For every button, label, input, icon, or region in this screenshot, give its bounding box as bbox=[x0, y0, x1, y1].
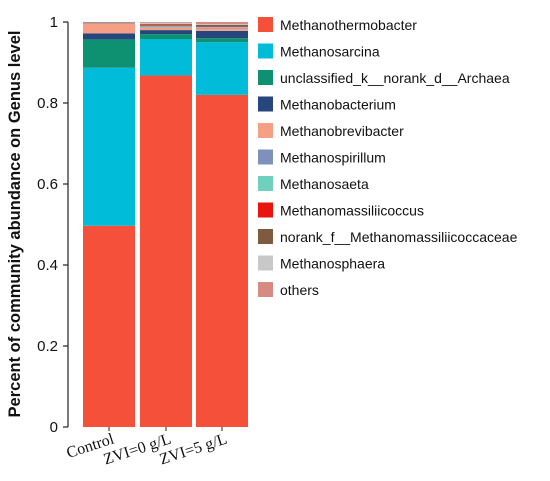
legend-swatch bbox=[258, 255, 273, 271]
bar-segment bbox=[196, 24, 248, 25]
bar-segment bbox=[196, 24, 248, 27]
legend-label: Methanobacterium bbox=[280, 97, 396, 113]
legend-swatch bbox=[258, 70, 273, 85]
legend-swatch bbox=[258, 149, 273, 165]
y-axis-label: Percent of community abundance on Genus … bbox=[6, 31, 24, 418]
legend: Methanothermobacter Methanosarcina unclass… bbox=[258, 17, 518, 298]
bar-segment bbox=[196, 22, 248, 25]
legend-label: Methanobrevibacter bbox=[280, 123, 404, 139]
y-tick-label: 0.8 bbox=[37, 95, 58, 112]
legend-label: unclassified_k__norank_d__Archaea bbox=[280, 70, 510, 86]
y-tick-label: 0 bbox=[50, 419, 58, 436]
legend-label: Methanosaeta bbox=[280, 176, 369, 192]
bar-segment bbox=[140, 27, 192, 31]
bar-segment bbox=[196, 28, 248, 31]
y-tick-label: 1 bbox=[50, 14, 58, 31]
legend-label: others bbox=[280, 282, 319, 298]
legend-swatch bbox=[258, 176, 273, 191]
bar-segment bbox=[196, 42, 248, 95]
bar-segment bbox=[196, 30, 248, 39]
bar-segment bbox=[196, 26, 248, 28]
bar-segment bbox=[140, 30, 192, 35]
legend-swatch bbox=[258, 282, 273, 297]
bar-segment bbox=[83, 33, 135, 40]
bar-segment bbox=[196, 26, 248, 27]
bar-segment bbox=[83, 225, 135, 427]
legend-swatch bbox=[258, 229, 273, 244]
bar-segment bbox=[140, 34, 192, 40]
bar-segment bbox=[196, 94, 248, 428]
bar-segment bbox=[83, 39, 135, 68]
legend-label: Methanospirillum bbox=[280, 150, 386, 166]
bar-segment bbox=[140, 25, 192, 27]
bar-segment bbox=[140, 24, 192, 26]
legend-swatch bbox=[258, 96, 273, 112]
y-tick-label: 0.4 bbox=[37, 257, 58, 274]
bar-segment bbox=[83, 24, 135, 34]
legend-label: Methanothermobacter bbox=[280, 17, 417, 33]
bar-segment bbox=[196, 27, 248, 29]
y-tick-label: 0.2 bbox=[37, 338, 58, 355]
legend-label: norank_f__Methanomassiliicoccaceae bbox=[280, 229, 518, 245]
bar-segment bbox=[140, 22, 192, 23]
legend-swatch bbox=[258, 123, 273, 138]
bar-segment bbox=[140, 39, 192, 76]
bar-segment bbox=[140, 24, 192, 25]
legend-label: Methanomassiliicoccus bbox=[280, 203, 424, 219]
bar-segment bbox=[140, 26, 192, 28]
legend-label: Methanosphaera bbox=[280, 256, 385, 272]
bar-segment bbox=[83, 67, 135, 226]
bar-segment bbox=[196, 38, 248, 43]
legend-label: Methanosarcina bbox=[280, 44, 380, 60]
legend-swatch bbox=[258, 43, 273, 59]
bar-segment bbox=[140, 75, 192, 428]
legend-swatch bbox=[258, 17, 273, 32]
legend-swatch bbox=[258, 202, 273, 218]
y-tick-label: 0.6 bbox=[37, 176, 58, 193]
bar-segment bbox=[140, 22, 192, 25]
